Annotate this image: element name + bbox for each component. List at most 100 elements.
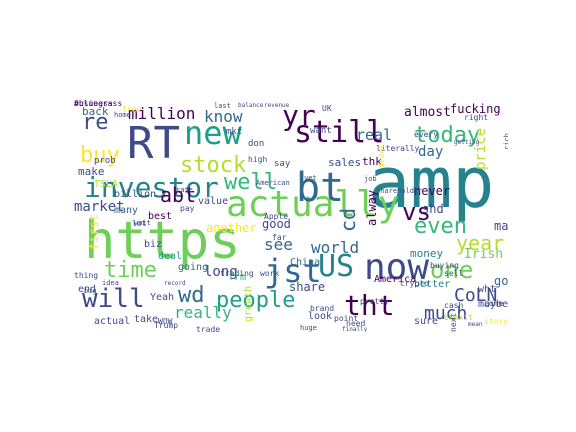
cloud-word: yr	[282, 100, 316, 132]
cloud-word: people	[216, 288, 296, 313]
cloud-word: China	[290, 257, 321, 268]
cloud-word: bt	[296, 165, 345, 211]
cloud-word: price	[473, 127, 489, 170]
cloud-word: huge	[300, 324, 317, 332]
cloud-word: wait	[134, 219, 151, 227]
cloud-word: pay	[180, 204, 195, 213]
cloud-word: every	[414, 130, 439, 139]
cloud-word: better	[414, 279, 451, 290]
cloud-word: literally	[376, 144, 420, 153]
cloud-word: don	[248, 139, 265, 149]
cloud-word: world	[311, 238, 360, 257]
cloud-word: high	[248, 155, 268, 164]
cloud-word: business	[74, 100, 113, 108]
cloud-word: shareholder	[376, 187, 423, 195]
cloud-word: actually	[226, 184, 400, 225]
cloud-word: Yeah	[150, 292, 175, 303]
cloud-word: buying	[430, 261, 459, 270]
cloud-word: good	[262, 217, 291, 231]
cloud-word: deal	[158, 251, 183, 262]
cloud-word: billion	[114, 189, 157, 200]
cloud-word: balance	[238, 102, 264, 109]
cloud-word: re	[82, 110, 109, 135]
cloud-word: mean	[468, 321, 483, 328]
cloud-word: even	[414, 214, 467, 239]
cloud-word: still	[294, 115, 385, 150]
cloud-word: trade	[196, 325, 221, 333]
cloud-word: jst	[264, 252, 322, 290]
cloud-word: rate	[176, 186, 193, 194]
cloud-word: best	[148, 211, 173, 222]
cloud-word: lot	[132, 219, 147, 228]
cloud-word: pretty	[360, 297, 389, 306]
cloud-word: abt	[160, 183, 197, 207]
cloud-word: buy	[80, 143, 120, 168]
cloud-word: going	[178, 262, 209, 273]
cloud-word: getting	[454, 139, 480, 146]
cloud-word: say	[274, 159, 291, 169]
cloud-word: brexit	[444, 313, 473, 322]
cloud-word: maybe	[478, 299, 508, 310]
cloud-word: big	[84, 287, 97, 295]
cloud-word: job	[364, 175, 377, 183]
cloud-word: prob	[94, 156, 116, 166]
cloud-word: amp	[368, 142, 495, 224]
cloud-word: TSLA	[94, 179, 119, 190]
cloud-word: will	[82, 284, 145, 314]
cloud-word: mkt	[226, 127, 243, 137]
cloud-word: today	[414, 123, 481, 148]
cloud-word: free	[122, 105, 142, 114]
cloud-word: American	[256, 179, 290, 187]
cloud-word: wht	[478, 284, 497, 295]
cloud-word: growth	[243, 285, 254, 322]
cloud-word: far	[272, 233, 287, 242]
cloud-word: biz	[144, 239, 163, 250]
cloud-word: work	[260, 269, 280, 278]
cloud-word: money	[410, 247, 444, 260]
cloud-word: CoLN	[454, 285, 498, 306]
cloud-word: last	[214, 102, 231, 110]
cloud-word: may	[494, 219, 508, 233]
cloud-word: tht	[344, 289, 395, 322]
cloud-word: https	[84, 211, 241, 271]
cloud-word: rich	[503, 133, 508, 150]
cloud-word: idea	[102, 279, 119, 287]
cloud-word: home	[114, 111, 131, 119]
cloud-word: see	[264, 235, 293, 254]
cloud-word: #bluegrass	[74, 100, 123, 108]
cloud-word: time	[104, 258, 157, 283]
cloud-word: need	[346, 319, 366, 328]
cloud-word: yet	[304, 174, 317, 182]
cloud-word: alway	[365, 189, 379, 226]
cloud-word: first	[87, 213, 101, 250]
cloud-word: come	[484, 299, 504, 308]
cloud-word: thk	[362, 155, 382, 168]
cloud-word: trading	[220, 269, 254, 278]
word-cloud: amp https RT actually bt now tht jst US investor n…	[74, 100, 508, 332]
cloud-word: new	[184, 114, 242, 152]
cloud-word: fucking	[450, 102, 501, 116]
cloud-word: look	[308, 311, 333, 322]
cloud-word: shd	[422, 202, 444, 216]
cloud-word: WOW	[158, 317, 173, 326]
cloud-word: now	[364, 247, 430, 288]
cloud-word: Irish	[464, 247, 504, 262]
cloud-word: RT	[127, 118, 180, 169]
cloud-word: vs	[402, 198, 431, 226]
cloud-word: thing	[74, 271, 99, 280]
cloud-word: brand	[310, 304, 335, 313]
cloud-word: Apple	[264, 212, 289, 221]
cloud-word: almost	[404, 105, 451, 120]
cloud-word: really	[174, 303, 232, 322]
cloud-word: market	[74, 199, 125, 215]
cloud-word: wd	[178, 283, 205, 308]
cloud-word: sure	[414, 316, 439, 327]
cloud-word: well	[224, 170, 277, 195]
cloud-word: much	[424, 303, 468, 324]
cloud-word: revenue	[264, 102, 290, 109]
cloud-word: sell	[444, 269, 464, 278]
cloud-word: cd	[336, 207, 360, 232]
cloud-word: UK	[322, 104, 332, 113]
cloud-word: story	[484, 317, 508, 326]
cloud-word: value	[198, 196, 229, 207]
